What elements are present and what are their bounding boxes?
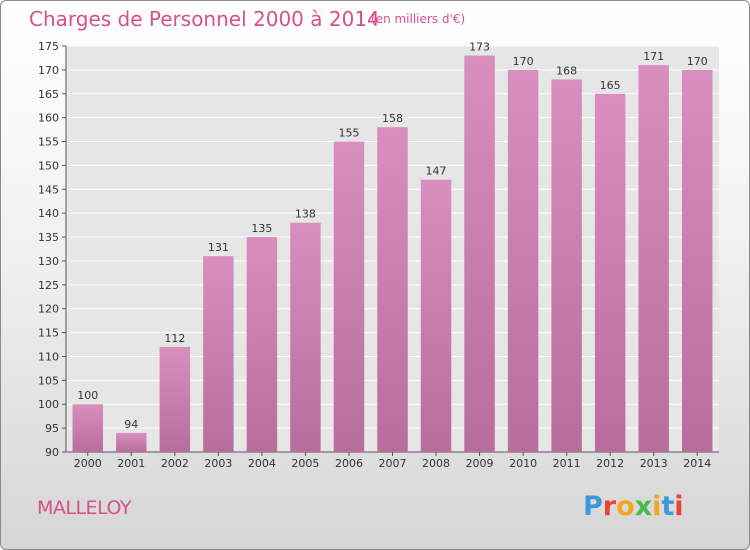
x-tick-label: 2003: [204, 457, 232, 470]
data-label: 171: [643, 50, 664, 63]
y-tick-label: 90: [45, 446, 59, 459]
y-tick-label: 95: [45, 422, 59, 435]
y-tick-label: 115: [38, 327, 59, 340]
data-label: 168: [556, 64, 577, 77]
y-tick-label: 150: [38, 159, 59, 172]
data-label: 170: [687, 55, 708, 68]
data-label: 112: [164, 332, 185, 345]
y-tick-label: 125: [38, 279, 59, 292]
y-tick-label: 105: [38, 374, 59, 387]
data-label: 173: [469, 41, 490, 54]
x-tick-label: 2006: [335, 457, 363, 470]
data-label: 131: [208, 241, 229, 254]
x-tick-label: 2012: [596, 457, 624, 470]
logo-letter: t: [661, 491, 675, 522]
logo-letter: i: [674, 491, 684, 522]
data-label: 135: [251, 222, 272, 235]
y-tick-label: 155: [38, 136, 59, 149]
x-tick-label: 2010: [509, 457, 537, 470]
y-tick-label: 100: [38, 398, 59, 411]
y-tick-label: 110: [38, 350, 59, 363]
bar: [159, 346, 191, 452]
bar: [551, 79, 582, 452]
bar: [464, 55, 495, 452]
data-label: 100: [77, 389, 98, 402]
bar: [420, 179, 452, 452]
bar: [594, 93, 626, 452]
data-label: 155: [338, 127, 359, 140]
y-tick-label: 140: [38, 207, 59, 220]
x-tick-label: 2005: [291, 457, 319, 470]
x-tick-label: 2008: [422, 457, 450, 470]
bar: [203, 256, 234, 452]
x-tick-label: 2014: [683, 457, 711, 470]
x-tick-label: 2013: [640, 457, 668, 470]
y-tick-label: 130: [38, 255, 59, 268]
y-tick-label: 175: [38, 40, 59, 53]
chart-subtitle: (en milliers d'€): [371, 12, 466, 26]
data-label: 170: [513, 55, 534, 68]
data-label: 138: [295, 208, 316, 221]
y-tick-label: 135: [38, 231, 59, 244]
bar: [638, 65, 669, 452]
bar: [116, 432, 147, 452]
commune-name: MALLELOY: [37, 497, 132, 519]
x-tick-label: 2002: [161, 457, 189, 470]
bar: [246, 237, 278, 452]
bar: [377, 127, 408, 452]
logo-letter: o: [616, 491, 635, 522]
bar: [507, 69, 539, 452]
logo-letter: i: [652, 491, 662, 522]
bar: [72, 404, 104, 452]
data-label: 158: [382, 112, 403, 125]
data-label: 94: [124, 418, 138, 431]
x-tick-label: 2009: [466, 457, 494, 470]
x-tick-label: 2004: [248, 457, 276, 470]
bar: [333, 141, 365, 452]
data-label: 165: [600, 79, 621, 92]
y-tick-label: 120: [38, 303, 59, 316]
y-tick-label: 170: [38, 64, 59, 77]
x-tick-label: 2007: [379, 457, 407, 470]
logo-letter: P: [583, 491, 603, 522]
y-tick-label: 160: [38, 112, 59, 125]
x-tick-label: 2000: [74, 457, 102, 470]
y-tick-label: 165: [38, 88, 59, 101]
chart-title: Charges de Personnel 2000 à 2014: [29, 7, 380, 31]
y-tick-label: 145: [38, 183, 59, 196]
proxiti-logo: Proxiti: [583, 491, 684, 522]
bar: [290, 222, 321, 452]
data-label: 147: [426, 165, 447, 178]
x-tick-label: 2011: [553, 457, 581, 470]
x-tick-label: 2001: [117, 457, 145, 470]
logo-letter: x: [634, 491, 653, 522]
bar: [681, 69, 713, 452]
logo-letter: r: [602, 491, 617, 522]
